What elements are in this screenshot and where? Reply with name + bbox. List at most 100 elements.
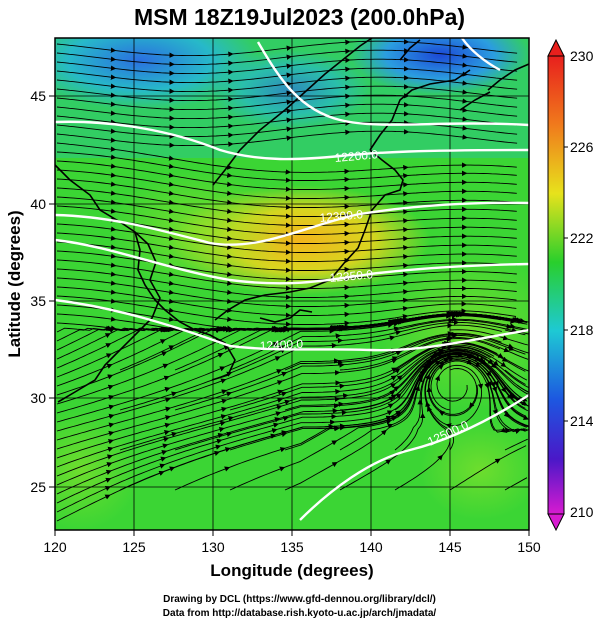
streamline-segment — [222, 326, 277, 354]
streamline-segment — [115, 265, 175, 277]
streamline-segment — [466, 101, 518, 108]
streamline-segment — [343, 318, 403, 328]
streamline-segment — [56, 133, 117, 143]
streamline-segment — [290, 176, 350, 183]
streamline-segment — [56, 115, 117, 125]
streamline-segment — [508, 351, 529, 360]
streamline-segment — [290, 284, 350, 291]
streamline-segment — [231, 211, 292, 219]
streamline-segment — [452, 337, 510, 353]
streamline-segment — [56, 422, 115, 441]
streamline-segment — [173, 141, 234, 147]
streamline-segment — [168, 420, 226, 439]
streamline-segment — [221, 422, 279, 441]
streamline-segment — [115, 229, 175, 241]
y-tick-label: 25 — [30, 479, 46, 495]
streamline-segment — [505, 366, 528, 381]
streamline-segment — [115, 283, 175, 295]
y-axis-title: Latitude (degrees) — [5, 210, 24, 357]
streamline-segment — [284, 324, 345, 331]
streamline-segment — [466, 253, 517, 257]
streamline-segment — [407, 293, 468, 301]
streamline-segment — [173, 265, 233, 277]
colorbar-body — [547, 55, 565, 515]
streamline-segment — [56, 462, 113, 486]
x-axis-title: Longitude (degrees) — [210, 561, 373, 580]
streamline-segment — [511, 398, 526, 409]
streamline-segment — [284, 401, 344, 411]
streamline-segment — [349, 129, 410, 135]
streamline-segment — [173, 78, 234, 84]
streamline-segment — [225, 356, 281, 380]
streamline-segment — [427, 405, 451, 456]
streamline-segment — [173, 105, 234, 111]
streamline-segment — [291, 111, 351, 121]
streamline-segment — [349, 66, 410, 72]
streamline-segment — [56, 43, 117, 53]
streamline-segment — [276, 419, 336, 430]
streamline-segment — [338, 415, 397, 429]
streamline-segment — [466, 110, 518, 117]
streamline-segment — [349, 111, 410, 117]
streamline-segment — [115, 247, 175, 259]
streamline-segment — [111, 436, 170, 457]
streamline-segment — [113, 415, 171, 433]
contour-label: 12300.0 — [319, 207, 364, 225]
streamline-segment — [407, 308, 467, 317]
streamline-segment — [456, 334, 515, 351]
streamline-segment — [173, 51, 234, 57]
streamline-segment — [349, 271, 409, 279]
streamline-segment — [56, 322, 117, 331]
streamline-segment — [279, 408, 339, 419]
streamline-segment — [169, 378, 227, 399]
streamline-segment — [290, 194, 350, 201]
streamline-segment — [334, 410, 393, 423]
streamline-segment — [349, 262, 409, 270]
colorbar-tick-label: 222 — [570, 230, 594, 246]
streamline-segment — [438, 364, 484, 390]
streamline-segment — [277, 413, 337, 425]
wind-streamlines — [56, 39, 529, 522]
streamline-segment — [110, 456, 167, 480]
streamline-segment — [232, 99, 293, 109]
streamline-segment — [339, 459, 392, 491]
streamline-segment — [115, 131, 175, 139]
streamline-segment — [164, 444, 222, 466]
streamline-segment — [119, 391, 178, 411]
streamline-segment — [466, 235, 517, 239]
streamline-segment — [291, 48, 351, 58]
colorbar-tick-label: 214 — [570, 413, 594, 429]
streamline-segment — [451, 338, 501, 350]
streamline-segment — [173, 87, 234, 93]
streamline-segment — [56, 169, 117, 178]
streamline-segment — [173, 158, 233, 170]
streamline-segment — [115, 113, 175, 121]
streamline-segment — [231, 175, 292, 183]
streamline-segment — [173, 193, 233, 205]
streamline-segment — [396, 336, 452, 360]
streamline-segment — [407, 251, 468, 257]
streamline-segment — [338, 390, 396, 407]
streamline-segment — [115, 211, 175, 223]
x-tick-label: 150 — [517, 539, 541, 555]
x-tick-label: 130 — [201, 539, 225, 555]
streamline-segment — [407, 215, 468, 222]
streamline-segment — [466, 271, 517, 275]
streamline-segment — [336, 419, 392, 442]
y-tick-label: 35 — [30, 293, 46, 309]
streamline-segment — [176, 415, 234, 434]
streamline-segment — [486, 384, 507, 433]
streamline-segment — [115, 184, 175, 196]
streamline-segment — [347, 375, 403, 396]
streamline-segment — [173, 274, 233, 286]
x-tick-label: 145 — [438, 539, 462, 555]
streamline-segment — [232, 54, 293, 64]
credit-data: Data from http://database.rish.kyoto-u.a… — [162, 608, 437, 619]
streamline-segment — [56, 52, 117, 62]
streamline-segment — [56, 477, 112, 504]
map-title: MSM 18Z19Jul2023 (200.0hPa) — [133, 4, 466, 30]
y-tick-label: 30 — [30, 390, 46, 406]
height-contours — [55, 38, 529, 521]
streamline-segment — [408, 95, 468, 104]
streamline-segment — [395, 366, 428, 417]
